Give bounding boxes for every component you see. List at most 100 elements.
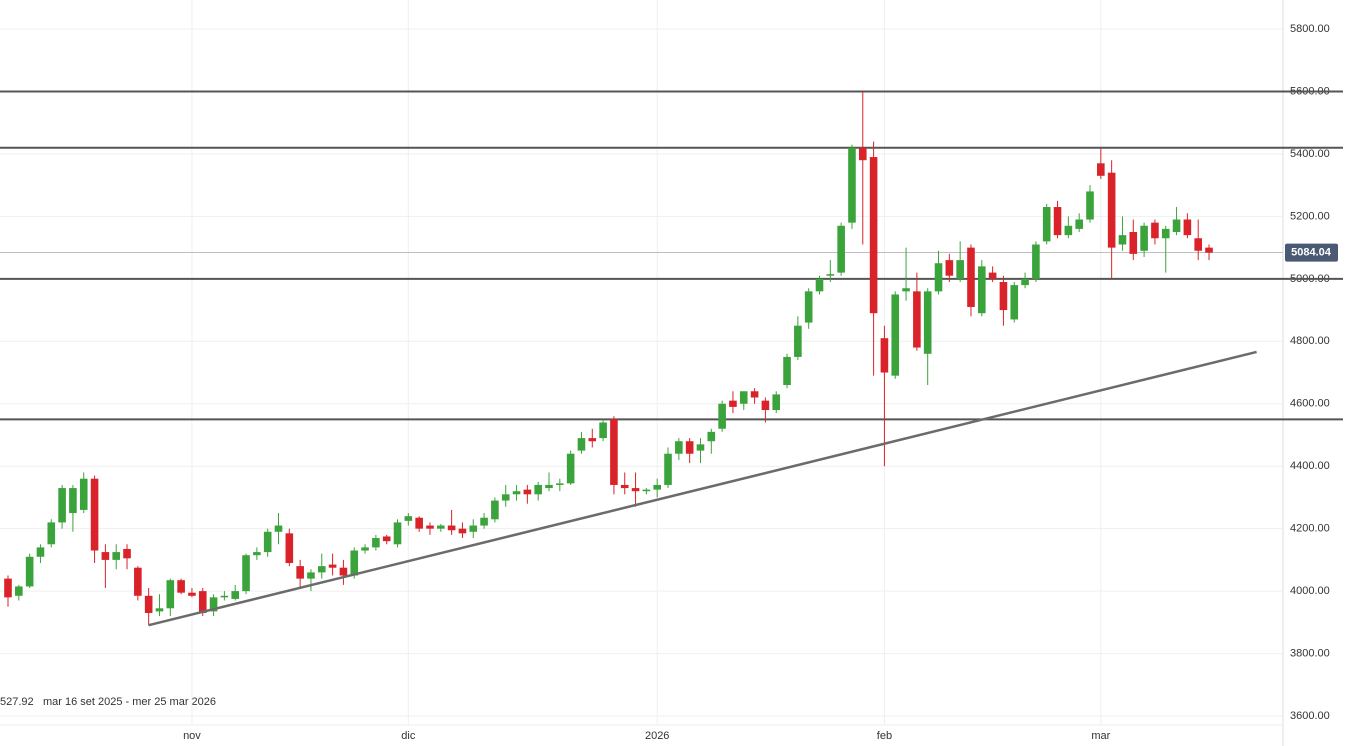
price-badge xyxy=(1285,243,1338,262)
y-tick-label: 5200.00 xyxy=(1290,210,1330,222)
x-tick-label: 2026 xyxy=(645,730,669,742)
candle-body xyxy=(220,595,229,598)
candle-body xyxy=(880,338,889,373)
candle-body xyxy=(469,525,478,532)
candle-body xyxy=(1107,172,1116,248)
y-tick-label: 4000.00 xyxy=(1290,585,1330,597)
candle-body xyxy=(620,484,629,489)
candle-body xyxy=(1161,228,1170,239)
candle-body xyxy=(177,580,185,593)
candle-body xyxy=(198,591,207,613)
y-tick-label: 4200.00 xyxy=(1290,523,1330,535)
candle-body xyxy=(134,567,142,596)
candle-body xyxy=(404,516,413,521)
candle-body xyxy=(653,484,661,490)
candle-body xyxy=(761,400,770,411)
candle-body xyxy=(15,586,23,596)
candle-body xyxy=(588,438,597,442)
candle-body xyxy=(47,522,56,545)
candle-body xyxy=(25,556,34,587)
candle-body xyxy=(1053,207,1062,236)
candle-body xyxy=(523,489,532,495)
candle-body xyxy=(978,266,986,314)
candle-body xyxy=(783,356,791,386)
candle-body xyxy=(1032,244,1040,279)
candle-body xyxy=(1010,285,1019,320)
y-tick-label: 4400.00 xyxy=(1290,460,1330,472)
y-tick-label: 4600.00 xyxy=(1290,398,1330,410)
candle-body xyxy=(729,400,737,407)
candle-body xyxy=(934,263,943,292)
candle-body xyxy=(1151,222,1159,239)
candle-body xyxy=(566,453,575,484)
candle-body xyxy=(296,566,304,579)
candle-body xyxy=(285,533,294,564)
candle-body xyxy=(1064,225,1073,236)
candle-body xyxy=(675,441,683,454)
candle-body xyxy=(144,595,153,613)
candle-body xyxy=(913,291,921,348)
candle-body xyxy=(631,488,640,492)
candle-body xyxy=(350,550,359,576)
info-value: 527.92 xyxy=(0,696,34,708)
candle-body xyxy=(274,525,283,532)
candle-body xyxy=(837,225,845,273)
candle-body xyxy=(1042,207,1051,242)
candle-body xyxy=(1140,225,1148,251)
y-tick-label: 4800.00 xyxy=(1290,335,1330,347)
y-tick-label: 3600.00 xyxy=(1290,710,1330,722)
candle-body xyxy=(1118,235,1127,245)
candle-body xyxy=(112,552,120,560)
candle-body xyxy=(707,431,716,442)
candle-body xyxy=(739,391,748,404)
candle-body xyxy=(556,483,564,485)
candle-body xyxy=(123,548,131,559)
candle-body xyxy=(1097,163,1105,176)
candle-body xyxy=(4,578,12,598)
candle-body xyxy=(447,525,456,531)
candle-body xyxy=(815,278,824,292)
candle-body xyxy=(69,488,77,514)
candle-body xyxy=(415,517,423,529)
candle-body xyxy=(826,274,835,276)
x-tick-label: nov xyxy=(183,730,201,742)
candle-body xyxy=(902,288,910,292)
candle-body xyxy=(512,491,521,495)
candle-body xyxy=(231,591,240,599)
candle-body xyxy=(999,281,1008,311)
candle-body xyxy=(664,453,672,485)
candle-body xyxy=(577,438,586,451)
candle-body xyxy=(1129,232,1138,254)
candle-body xyxy=(988,272,997,279)
y-tick-label: 5400.00 xyxy=(1290,148,1330,160)
candle-body xyxy=(480,517,488,526)
candle-body xyxy=(696,444,705,451)
candle-body xyxy=(534,484,542,495)
candle-body xyxy=(1194,238,1202,251)
candle-body xyxy=(750,391,759,398)
candle-body xyxy=(794,325,802,357)
candle-body xyxy=(1086,191,1094,220)
candle-body xyxy=(339,567,348,576)
x-tick-label: dic xyxy=(401,730,416,742)
candle-body xyxy=(491,500,499,520)
candle-body xyxy=(253,552,261,556)
candle-body xyxy=(155,608,164,612)
candle-body xyxy=(426,525,434,529)
candle-body xyxy=(90,478,99,551)
candle-body xyxy=(437,525,445,529)
candle-body xyxy=(642,489,651,492)
info-range: mar 16 set 2025 - mer 25 mar 2026 xyxy=(43,696,216,708)
candle-body xyxy=(772,394,781,411)
candle-body xyxy=(967,247,975,307)
candle-body xyxy=(242,555,250,592)
candle-body xyxy=(166,580,175,609)
candle-body xyxy=(545,484,553,489)
candle-body xyxy=(1075,219,1083,229)
candle-body xyxy=(848,147,856,223)
candle-body xyxy=(36,547,45,557)
candle-body xyxy=(79,478,88,510)
candle-body xyxy=(858,147,867,161)
x-tick-label: mar xyxy=(1091,730,1110,742)
candle-body xyxy=(1205,247,1213,253)
